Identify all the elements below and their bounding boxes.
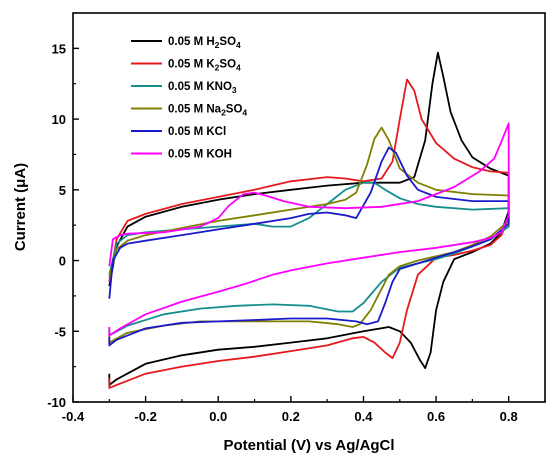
series-line-5 — [108, 122, 510, 337]
series-line-2 — [108, 181, 510, 337]
legend-label-0: 0.05 M H2SO4 — [168, 36, 241, 50]
y-tick-label: -10 — [47, 395, 66, 410]
x-axis-ticks: -0.4 -0.2 0.0 0.2 0.4 0.6 0.8 — [62, 396, 546, 424]
x-tick-label: 0.4 — [354, 409, 373, 424]
legend-label-3: 0.05 M Na2SO4 — [168, 104, 247, 118]
legend-label-5: 0.05 M KOH — [168, 149, 232, 161]
legend-label-4: 0.05 M KCl — [168, 126, 226, 138]
x-tick-label: -0.2 — [134, 409, 156, 424]
y-axis-ticks: -10 -5 0 5 10 15 — [47, 41, 79, 410]
y-tick-label: -5 — [54, 324, 66, 339]
legend-label-1: 0.05 M K2SO4 — [168, 59, 241, 73]
x-tick-label: 0.2 — [282, 409, 300, 424]
legend-label-2: 0.05 M KNO3 — [168, 81, 237, 95]
y-tick-label: 10 — [52, 112, 66, 127]
y-tick-label: 5 — [59, 183, 66, 198]
y-tick-label: 15 — [52, 41, 66, 56]
x-tick-label: -0.4 — [62, 409, 85, 424]
x-tick-label: 0.0 — [209, 409, 227, 424]
plot-frame — [72, 12, 546, 403]
legend: 0.05 M H2SO4 0.05 M K2SO4 0.05 M KNO3 0.05 … — [131, 36, 247, 161]
x-axis-title: Potential (V) vs Ag/AgCl — [223, 437, 394, 454]
curves-layer — [108, 51, 510, 389]
x-tick-label: 0.6 — [427, 409, 445, 424]
y-axis-title: Current (μA) — [12, 163, 29, 251]
x-tick-label: 0.8 — [500, 409, 518, 424]
y-tick-label: 0 — [59, 254, 66, 269]
